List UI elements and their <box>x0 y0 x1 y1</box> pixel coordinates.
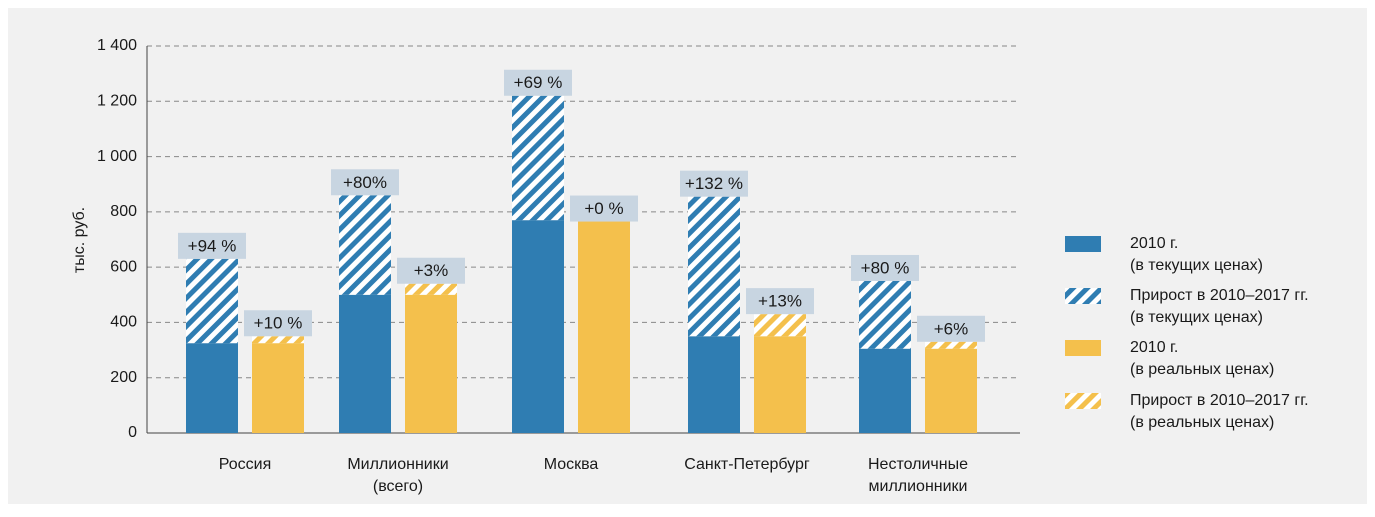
data-label: +6% <box>934 319 969 338</box>
legend-label: Прирост в 2010–2017 гг. (в реальных ценах… <box>1130 392 1309 431</box>
x-tick-label-line: Санкт-Петербург <box>684 456 810 473</box>
base-bar <box>925 348 977 433</box>
x-tick-label: Нестоличные миллионники <box>868 456 968 495</box>
data-label: +10 % <box>254 314 303 333</box>
legend-label-line: 2010 г. <box>1130 339 1178 356</box>
x-tick-label-line: миллионники <box>869 478 968 495</box>
x-tick-label-line: Миллионники <box>347 456 448 473</box>
legend-swatch <box>1065 340 1101 356</box>
legend-label-line: (в реальных ценах) <box>1130 414 1274 431</box>
base-bar <box>754 336 806 433</box>
label-box <box>178 232 246 259</box>
y-tick-label: 1 200 <box>97 93 137 110</box>
base-bar <box>186 343 238 433</box>
base-bar <box>252 343 304 433</box>
x-tick-label-line: Нестоличные <box>868 456 968 473</box>
x-tick-label-line: (всего) <box>373 478 423 495</box>
y-tick-label: 200 <box>110 369 137 386</box>
increment-bar <box>688 196 740 337</box>
y-tick-label: 400 <box>110 314 137 331</box>
label-box <box>504 69 572 96</box>
increment-bar <box>925 341 977 349</box>
legend-label-line: (в текущих ценах) <box>1130 257 1263 274</box>
data-label: +3% <box>414 261 449 280</box>
legend-swatch <box>1065 288 1101 304</box>
legend-label-line: 2010 г. <box>1130 235 1178 252</box>
legend-label-line: Прирост в 2010–2017 гг. <box>1130 287 1309 304</box>
x-tick-label: Москва <box>544 456 599 473</box>
legend-swatch <box>1065 236 1101 252</box>
data-label: +0 % <box>584 199 623 218</box>
base-bar <box>688 336 740 433</box>
increment-bar <box>339 195 391 295</box>
label-box <box>331 169 399 196</box>
legend-label-line: (в текущих ценах) <box>1130 309 1263 326</box>
x-tick-label: Миллионники (всего) <box>347 456 448 495</box>
label-box <box>397 257 465 284</box>
legend-swatch <box>1065 393 1101 409</box>
legend-label: 2010 г. (в текущих ценах) <box>1130 235 1263 274</box>
y-tick-label: 1 000 <box>97 148 137 165</box>
increment-bar <box>859 280 911 349</box>
increment-bar <box>405 283 457 295</box>
label-box <box>851 254 919 281</box>
data-label: +80 % <box>861 258 910 277</box>
label-box <box>746 288 814 315</box>
increment-bar <box>754 314 806 337</box>
y-tick-label: 0 <box>128 424 137 441</box>
x-tick-label-line: Москва <box>544 456 599 473</box>
legend-label: Прирост в 2010–2017 гг. (в текущих ценах) <box>1130 287 1309 326</box>
increment-bar <box>252 336 304 344</box>
base-bar <box>512 220 564 433</box>
data-label: +69 % <box>514 73 563 92</box>
x-tick-label-line: Россия <box>219 456 271 473</box>
legend-label-line: Прирост в 2010–2017 гг. <box>1130 392 1309 409</box>
legend-label: 2010 г. (в реальных ценах) <box>1130 339 1274 378</box>
base-bar <box>578 221 630 433</box>
x-tick-label: Санкт-Петербург <box>684 456 810 473</box>
increment-bar <box>512 95 564 221</box>
y-tick-label: 600 <box>110 258 137 275</box>
label-box <box>244 310 312 337</box>
label-box <box>570 195 638 222</box>
data-label: +13% <box>758 292 802 311</box>
label-box <box>680 170 748 197</box>
label-box <box>917 315 985 342</box>
base-bar <box>405 294 457 433</box>
x-tick-label: Россия <box>219 456 271 473</box>
data-label: +80% <box>343 173 387 192</box>
base-bar <box>859 348 911 433</box>
data-label: +94 % <box>188 236 237 255</box>
y-tick-label: 800 <box>110 203 137 220</box>
legend-label-line: (в реальных ценах) <box>1130 361 1274 378</box>
data-label: +132 % <box>685 174 743 193</box>
increment-bar <box>186 258 238 344</box>
base-bar <box>339 294 391 433</box>
y-axis-label: тыс. руб. <box>71 207 88 273</box>
y-tick-label: 1 400 <box>97 37 137 54</box>
